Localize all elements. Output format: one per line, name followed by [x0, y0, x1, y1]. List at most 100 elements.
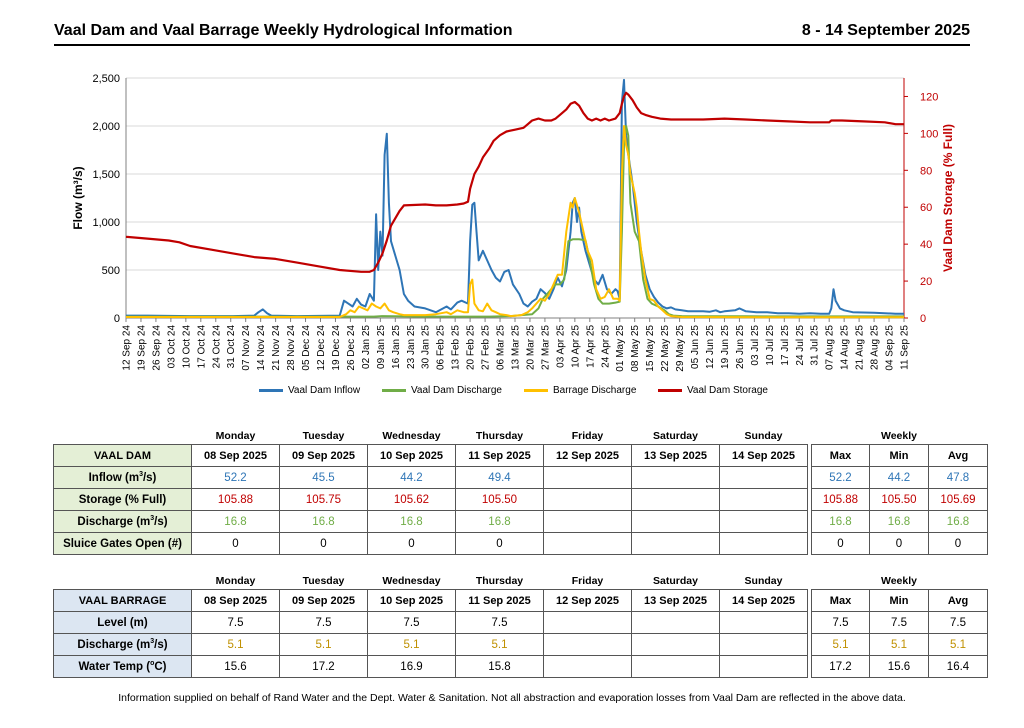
x-tick-label: 21 Aug 25 — [855, 325, 866, 370]
vaal_barrage-cell: 7.5 — [367, 611, 456, 634]
legend-swatch-storage — [658, 389, 682, 392]
vaal_barrage-stat-header: Avg — [928, 589, 988, 612]
x-tick-label: 09 Jan 25 — [376, 325, 387, 369]
legend-label-storage: Vaal Dam Storage — [687, 385, 768, 396]
vaal_dam-day: Saturday — [653, 430, 698, 442]
vaal_barrage-cell — [543, 611, 632, 634]
vaal_dam-stat-cell: 0 — [928, 532, 988, 555]
vaal_barrage-cell: 17.2 — [279, 655, 368, 678]
x-tick-label: 20 Feb 25 — [466, 325, 477, 370]
vaal_dam-day: Wednesday — [382, 430, 441, 442]
vaal_dam-cell — [719, 532, 808, 555]
vaal_barrage-stat-header: Min — [869, 589, 929, 612]
vaal-barrage-table: Monday Tuesday Wednesday Thursday Friday Satu… — [53, 573, 988, 678]
vaal_dam-cell: 0 — [455, 532, 544, 555]
x-tick-label: 28 Nov 24 — [286, 325, 297, 371]
vaal_dam-cell: 16.8 — [191, 510, 280, 533]
table-row: Level (m) 7.5 7.5 7.5 7.5 7.5 7.5 7.5 — [53, 611, 988, 634]
x-tick-label: 24 Oct 24 — [211, 325, 222, 369]
vaal_dam-stat-cell: 0 — [869, 532, 929, 555]
vaal_dam-cell — [543, 488, 632, 511]
vaal_dam-stat-cell: 16.8 — [869, 510, 929, 533]
vaal_barrage-cell — [543, 633, 632, 656]
vaal_dam-cell — [631, 488, 720, 511]
x-tick-label: 26 Sep 24 — [151, 325, 162, 371]
vaal_dam-date: 14 Sep 2025 — [719, 444, 808, 467]
y-tick-label-right: 20 — [920, 276, 932, 288]
vaal_dam-cell — [719, 488, 808, 511]
vaal_barrage-day: Thursday — [475, 575, 524, 587]
vaal_dam-date: 11 Sep 2025 — [455, 444, 544, 467]
vaal_dam-stat-cell: 105.50 — [869, 488, 929, 511]
vaal_dam-day: Thursday — [475, 430, 524, 442]
x-tick-label: 31 Jul 25 — [810, 325, 821, 366]
vaal_barrage-day: Sunday — [744, 575, 783, 587]
vaal_barrage-stat-cell: 7.5 — [869, 611, 929, 634]
y-axis-title-left: Flow (m³/s) — [71, 166, 85, 229]
table-row: Storage (% Full) 105.88 105.75 105.62 105.50… — [53, 488, 988, 511]
vaal_dam-row-label: Sluice Gates Open (#) — [53, 532, 192, 555]
table-row: Discharge (m3/s) 5.1 5.1 5.1 5.1 5.1 5.1 5.1 — [53, 633, 988, 656]
footer-note: Information supplied on behalf of Rand W… — [118, 692, 906, 704]
x-tick-label: 27 Mar 25 — [540, 325, 551, 370]
vaal_dam-cell: 52.2 — [191, 466, 280, 489]
vaal_barrage-cell: 5.1 — [367, 633, 456, 656]
legend-label-inflow: Vaal Dam Inflow — [288, 385, 361, 396]
chart-legend: Vaal Dam Inflow Vaal Dam Discharge Barra… — [0, 382, 1024, 400]
x-tick-label: 29 May 25 — [675, 325, 686, 372]
x-tick-label: 05 Jun 25 — [690, 325, 701, 369]
y-tick-label-left: 2,000 — [92, 121, 120, 133]
vaal_barrage-cell: 5.1 — [455, 633, 544, 656]
legend-swatch-inflow — [259, 389, 283, 392]
vaal_barrage-date: 09 Sep 2025 — [279, 589, 368, 612]
legend-discharge: Vaal Dam Discharge — [382, 385, 502, 396]
x-tick-label: 16 Jan 25 — [391, 325, 402, 369]
legend-swatch-barrage — [524, 389, 548, 392]
vaal_barrage-cell — [631, 611, 720, 634]
x-tick-label: 20 Mar 25 — [525, 325, 536, 370]
vaal_barrage-date: 08 Sep 2025 — [191, 589, 280, 612]
y-tick-label-left: 1,000 — [92, 217, 120, 229]
vaal_dam-cell: 16.8 — [279, 510, 368, 533]
x-tick-label: 04 Sep 25 — [885, 325, 896, 371]
x-tick-label: 12 Jun 25 — [705, 325, 716, 369]
vaal_dam-day: Friday — [571, 430, 604, 442]
vaal_barrage-cell: 7.5 — [279, 611, 368, 634]
report-title: Vaal Dam and Vaal Barrage Weekly Hydrolo… — [54, 22, 513, 39]
vaal_dam-stat-cell: 16.8 — [811, 510, 870, 533]
vaal_dam-cell: 0 — [191, 532, 280, 555]
vaal_barrage-cell — [719, 611, 808, 634]
vaal_dam-date: 08 Sep 2025 — [191, 444, 280, 467]
x-tick-label: 10 Apr 25 — [570, 325, 581, 368]
vaal_dam-stat-cell: 44.2 — [869, 466, 929, 489]
table-row: Inflow (m3/s) 52.2 45.5 44.2 49.4 52.2 44.2 47.… — [53, 466, 988, 489]
y-axis-title-right: Vaal Dam Storage (% Full) — [941, 124, 955, 272]
x-tick-label: 15 May 25 — [645, 325, 656, 372]
vaal_barrage-stat-cell: 5.1 — [811, 633, 870, 656]
vaal_barrage-cell: 5.1 — [191, 633, 280, 656]
legend-label-discharge: Vaal Dam Discharge — [411, 385, 502, 396]
vaal_dam-cell — [631, 466, 720, 489]
table-row: Sluice Gates Open (#) 0 0 0 0 0 0 0 — [53, 532, 988, 555]
vaal_barrage-cell — [631, 633, 720, 656]
vaal_dam-stat-cell: 52.2 — [811, 466, 870, 489]
vaal_barrage-stat-cell: 17.2 — [811, 655, 870, 678]
x-tick-label: 12 Dec 24 — [316, 325, 327, 371]
x-tick-label: 02 Jan 25 — [361, 325, 372, 369]
x-tick-label: 11 Sep 25 — [900, 325, 911, 370]
vaal_dam-date: 09 Sep 2025 — [279, 444, 368, 467]
y-tick-label-left: 1,500 — [92, 169, 120, 181]
vaal_dam-stat-cell: 105.69 — [928, 488, 988, 511]
vaal_dam-stat-header: Min — [869, 444, 929, 467]
y-tick-label-right: 80 — [920, 165, 932, 177]
vaal_dam-cell: 0 — [367, 532, 456, 555]
vaal_dam-corner — [54, 428, 192, 445]
vaal_barrage-stat-cell: 7.5 — [811, 611, 870, 634]
vaal_dam-cell: 45.5 — [279, 466, 368, 489]
vaal_barrage-day: Monday — [215, 575, 256, 587]
vaal_barrage-row-label: Discharge (m3/s) — [53, 633, 192, 656]
vaal_barrage-cell — [719, 655, 808, 678]
series-line-barrage-discharge — [126, 125, 904, 319]
vaal_barrage-stat-cell: 5.1 — [928, 633, 988, 656]
vaal_dam-cell: 105.88 — [191, 488, 280, 511]
